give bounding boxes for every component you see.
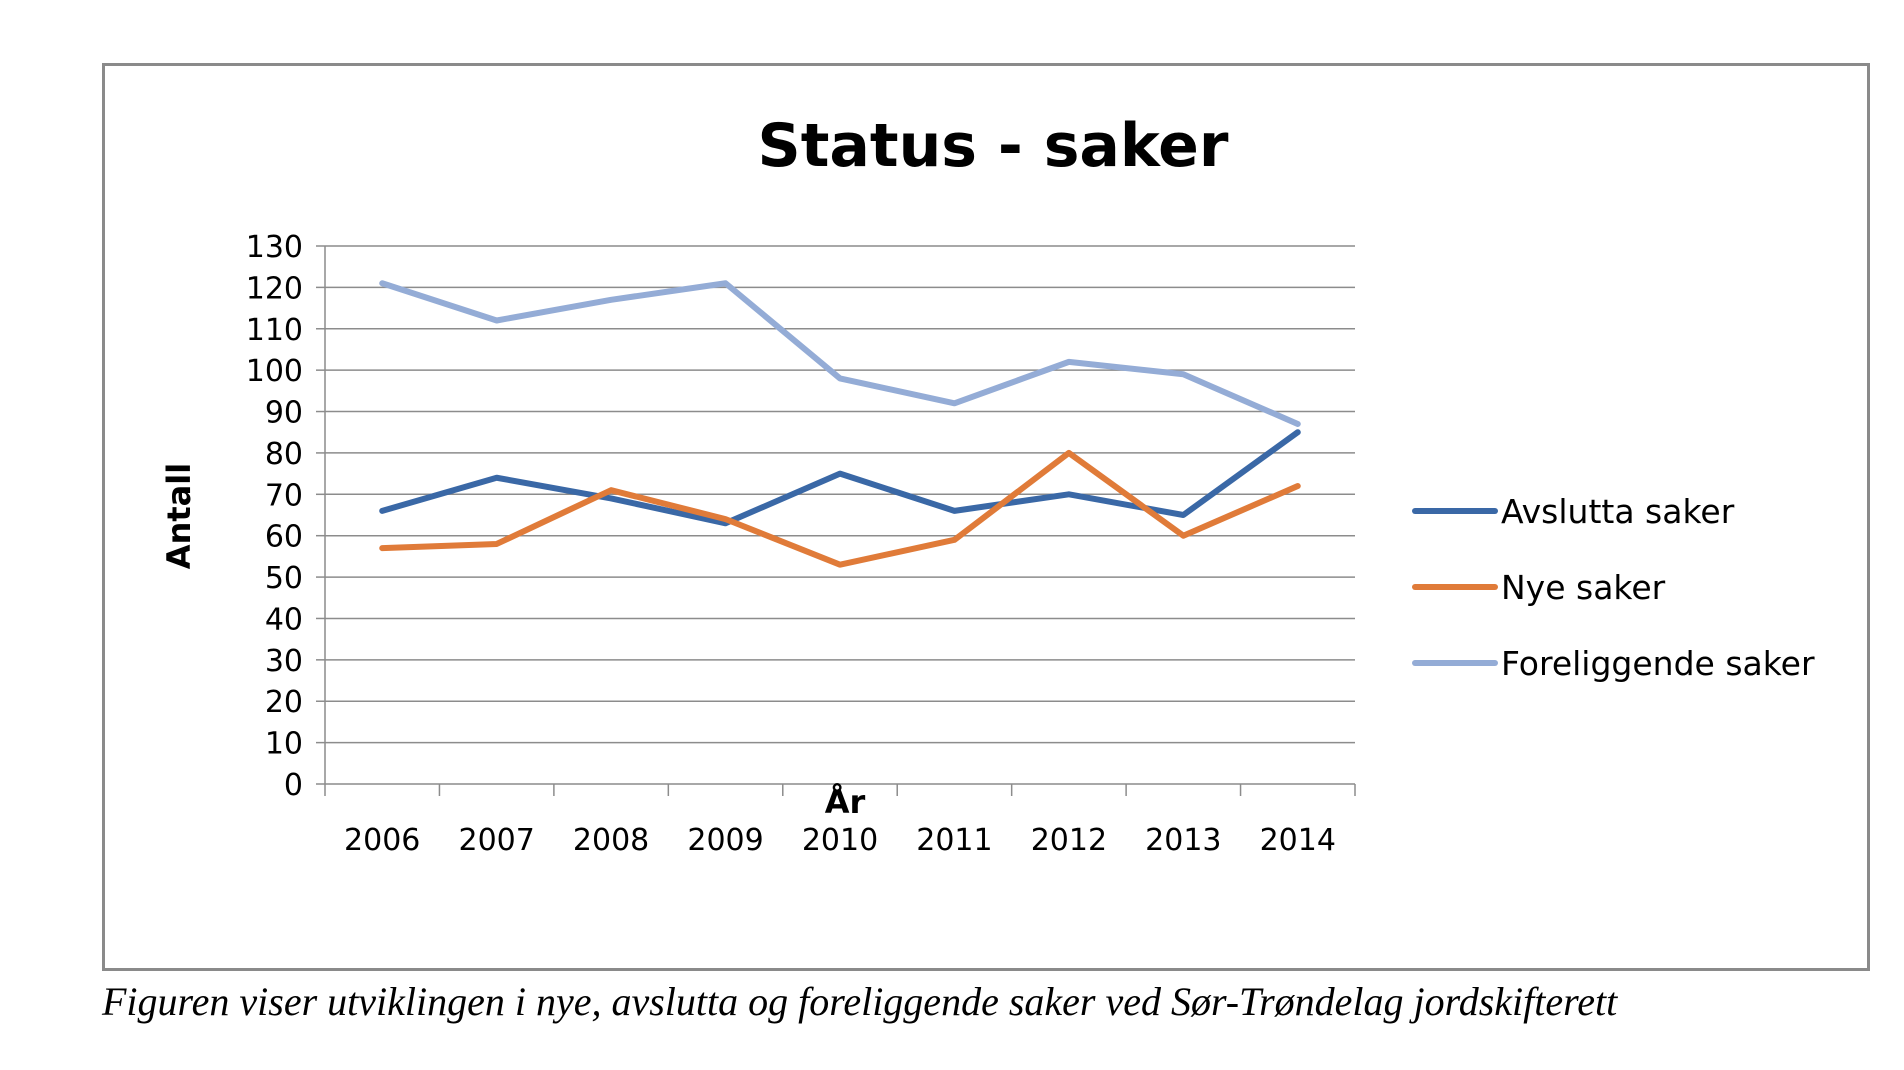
x-axis-label: År <box>825 783 866 821</box>
y-tick-label: 100 <box>246 354 303 389</box>
line-chart: Status - saker 0 10 20 30 40 50 60 70 80 90 100 110… <box>160 111 1815 858</box>
chart-frame: Status - saker 0 10 20 30 40 50 60 70 80 90 100 110… <box>102 63 1870 971</box>
x-tick-label: 2012 <box>1031 823 1107 858</box>
legend: Avslutta saker Nye saker Foreliggende sake… <box>1412 492 1815 683</box>
x-tick-label: 2011 <box>916 823 992 858</box>
legend-label: Nye saker <box>1501 568 1666 607</box>
y-tick-label: 40 <box>265 602 303 637</box>
x-tick-label: 2008 <box>573 823 649 858</box>
axes: 0 10 20 30 40 50 60 70 80 90 100 110 120 130 2006 2007 2… <box>246 230 1356 858</box>
x-tick-label: 2014 <box>1260 823 1336 858</box>
y-tick-label: 120 <box>246 271 303 306</box>
x-tick-label: 2007 <box>458 823 534 858</box>
y-tick-label: 80 <box>265 437 303 472</box>
series-line-nye-saker <box>379 449 1301 568</box>
x-tick-label: 2009 <box>687 823 763 858</box>
y-tick-label: 110 <box>246 313 303 348</box>
y-tick-label: 20 <box>265 685 303 720</box>
series-line-foreliggende-saker <box>379 280 1301 427</box>
y-axis-label: Antall <box>160 463 198 569</box>
series-line-avslutta-saker <box>379 429 1301 527</box>
y-tick-label: 70 <box>265 478 303 513</box>
y-tick-label: 90 <box>265 396 303 431</box>
legend-label: Avslutta saker <box>1501 492 1735 531</box>
chart-title: Status - saker <box>758 111 1229 181</box>
y-tick-label: 10 <box>265 727 303 762</box>
gridlines <box>325 245 1355 785</box>
x-tick-label: 2006 <box>344 823 420 858</box>
y-tick-label: 0 <box>284 768 303 803</box>
y-tick-label: 30 <box>265 644 303 679</box>
y-tick-label: 130 <box>246 230 303 265</box>
figure-caption: Figuren viser utviklingen i nye, avslutt… <box>102 979 1618 1024</box>
y-tick-label: 60 <box>265 520 303 555</box>
series-lines <box>379 280 1301 568</box>
y-tick-label: 50 <box>265 561 303 596</box>
legend-label: Foreliggende saker <box>1501 644 1815 683</box>
x-tick-label: 2013 <box>1145 823 1221 858</box>
x-tick-label: 2010 <box>802 823 878 858</box>
